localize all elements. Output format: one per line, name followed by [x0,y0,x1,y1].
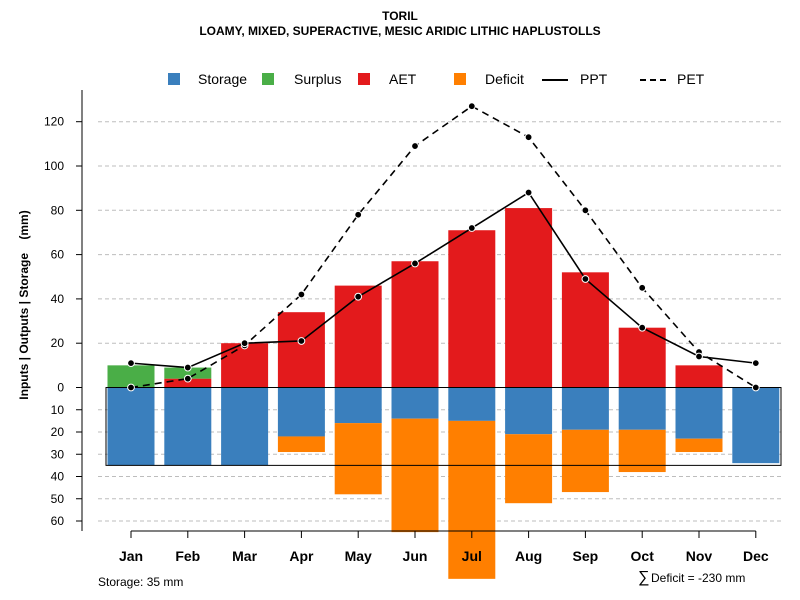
x-tick-label: Jun [403,548,428,564]
aet-bar [618,327,666,388]
aet-bar [164,378,212,388]
deficit-bar [561,429,609,493]
deficit-bar [391,418,439,533]
x-tick-label: Oct [631,548,655,564]
ppt-point [467,224,476,232]
storage-note: Storage: 35 mm [98,575,184,589]
ppt-point [524,188,533,197]
pet-point [354,210,363,219]
legend-pet-line [640,79,666,81]
pet-point [467,102,476,111]
x-tick-label: Nov [686,548,713,564]
chart-subtitle: LOAMY, MIXED, SUPERACTIVE, MESIC ARIDIC … [199,24,601,38]
y-tick-label: 30 [51,447,65,461]
y-tick-label: 10 [51,403,65,417]
y-tick-label: 20 [51,336,65,350]
pet-line [130,105,757,389]
ppt-point [240,339,249,348]
ppt-point [183,363,192,372]
storage-bar [391,387,439,419]
y-tick-label: 60 [51,514,65,528]
deficit-sum-symbol: ∑ [638,569,650,586]
x-tick-label: Jul [462,548,482,564]
ppt-point [638,323,647,332]
storage-bar [334,387,382,424]
pet-point [127,383,135,392]
storage-bar [561,387,609,430]
storage-bar [505,387,553,435]
pet-point [297,290,306,299]
aet-bar [334,285,382,388]
legend-aet-label: AET [389,71,417,87]
chart-title: TORIL [382,9,418,23]
legend-surplus-swatch [262,73,274,85]
ppt-point [751,359,760,368]
legend-aet-swatch [358,73,370,85]
legend-pet-label: PET [677,71,705,87]
pet-point [524,133,533,142]
storage-bar [277,387,325,437]
x-tick-label: Aug [515,548,542,564]
ppt-line [130,191,756,369]
storage-bar [675,387,723,439]
aet-bar [561,272,609,388]
deficit-bar [675,438,723,453]
ppt-point [127,359,135,368]
y-tick-label: 60 [51,248,65,262]
storage-bar [448,387,496,421]
storage-bar [221,387,269,466]
x-tick-label: Feb [175,548,200,564]
storage-bar [164,387,212,466]
aet-bar [448,230,496,388]
ppt-point [354,292,363,301]
ppt-point [411,259,419,268]
storage-bar [618,387,666,430]
x-tick-label: Sep [573,548,599,564]
x-tick-label: Apr [289,548,314,564]
aet-bar [675,365,723,388]
aet-bar [505,208,553,388]
x-tick-label: Mar [232,548,257,564]
deficit-bar [277,436,325,453]
legend-ppt-line [542,79,568,81]
x-tick-label: May [345,548,372,564]
surplus-bar [107,365,155,388]
legend-storage-swatch [168,73,180,85]
y-tick-label: 120 [44,115,64,129]
y-tick-label: 40 [51,470,65,484]
y-tick-label: 20 [51,425,65,439]
ppt-point [695,352,703,361]
pet-point [183,374,192,383]
y-tick-label: 0 [57,381,64,395]
pet-point [751,383,760,392]
storage-capacity-box [105,387,782,466]
aet-bar [391,261,439,388]
pet-point [581,206,590,215]
legend-surplus-label: Surplus [294,71,342,87]
legend-deficit-swatch [454,73,466,85]
y-tick-label: 40 [51,292,65,306]
y-tick-label: 50 [51,492,65,506]
legend-ppt-label: PPT [580,71,608,87]
x-tick-label: Dec [743,548,769,564]
surplus-bar [164,367,212,379]
storage-bar [107,387,155,466]
legend-deficit-label: Deficit [485,71,524,87]
deficit-note: Deficit = -230 mm [651,571,746,585]
pet-point [638,283,647,292]
y-tick-label: 100 [44,159,64,173]
y-axis-title: Inputs | Outputs | Storage (mm) [17,210,31,399]
x-tick-label: Jan [119,548,143,564]
deficit-bar [505,434,553,504]
deficit-bar [334,423,382,495]
deficit-bar [448,420,496,579]
storage-bar [732,387,780,464]
legend-storage-label: Storage [198,71,248,87]
ppt-point [297,337,306,345]
y-tick-label: 80 [51,203,65,217]
ppt-point [581,275,590,283]
aet-bar [277,312,325,388]
pet-point [411,142,419,150]
